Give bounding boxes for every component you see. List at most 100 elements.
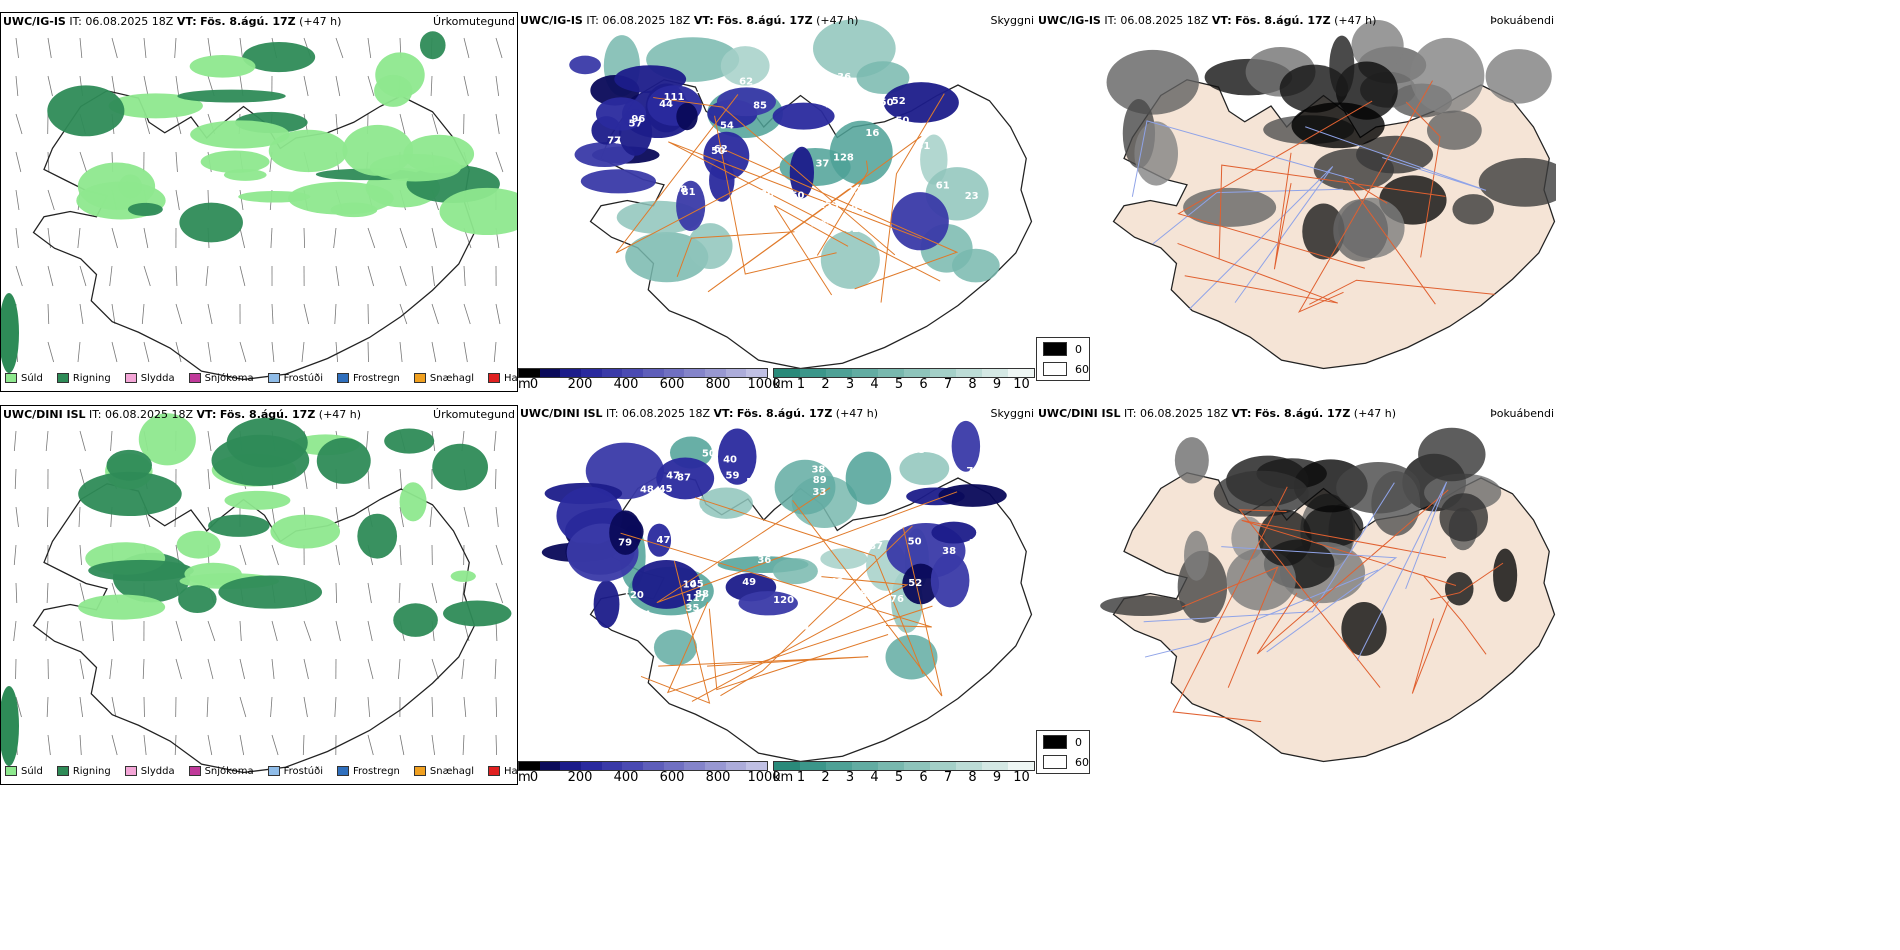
wind-barb (78, 506, 81, 528)
wind-barb (495, 696, 498, 718)
field-patch (1341, 602, 1387, 656)
wind-barb (462, 582, 465, 604)
wind-barb (463, 341, 468, 363)
field-patch (716, 87, 777, 117)
road-line (816, 160, 869, 256)
precip-map (1, 413, 512, 774)
road-line (1297, 80, 1433, 313)
fog-legend-item: 60 (1043, 755, 1089, 769)
wind-barb (495, 620, 498, 642)
wind-barb (334, 696, 337, 718)
wind-barb (15, 582, 18, 604)
wind-barb (47, 189, 55, 211)
field-patch (218, 575, 323, 609)
fog-legend-swatch (1043, 755, 1067, 769)
cloud-base-label: 153 (818, 200, 839, 211)
field-patch (223, 168, 267, 181)
cloud-base-label: 42 (830, 577, 844, 588)
legend-item: Snæhagl (413, 373, 474, 384)
cloud-base-label: 120 (773, 595, 794, 606)
field-patch (647, 523, 672, 557)
cloud-base-label: 42 (973, 557, 987, 568)
wind-barb (335, 506, 340, 528)
wind-barb (239, 265, 246, 287)
wind-barb (431, 113, 439, 135)
wind-barb (303, 303, 310, 325)
wind-barb (495, 582, 504, 604)
legend-label: Haglél (504, 765, 518, 777)
wind-barb (111, 227, 118, 249)
legend-label: Frostúði (283, 765, 323, 777)
cloud-base-label: 52 (908, 578, 922, 589)
road-line (668, 141, 941, 282)
road-line (708, 608, 889, 691)
fog-legend-item: 0 (1043, 735, 1082, 749)
cloud-base-label: 47 (666, 471, 680, 482)
fog-map (1106, 19, 1556, 370)
cloud-base-label: 34 (969, 538, 983, 549)
colorbar-step (746, 762, 768, 770)
river-line (1152, 188, 1343, 245)
fog-map (1100, 427, 1556, 763)
wind-barb (335, 37, 344, 59)
visibility-tick: 6 (919, 770, 928, 785)
panel-title: UWC/DINI ISL IT: 06.08.2025 18Z VT: Fös.… (520, 407, 878, 420)
wind-barb (174, 506, 177, 528)
colorbar-step (982, 762, 1008, 770)
wind-barb (79, 544, 82, 566)
legend-label: Snæhagl (429, 765, 475, 777)
road-line (880, 93, 945, 303)
wind-barb (367, 582, 372, 604)
road-line (640, 560, 711, 704)
visibility-unit: km (773, 377, 794, 392)
wind-barb (175, 265, 178, 287)
model-name: UWC/DINI ISL (520, 407, 603, 420)
wind-barb (301, 341, 305, 363)
cloud-base-label: 38 (845, 102, 859, 113)
road-line (1256, 489, 1449, 655)
wind-barb (15, 113, 23, 135)
visibility-tick: 5 (894, 377, 904, 392)
ceiling-tick: 800 (705, 377, 731, 392)
fog-legend-swatch (1043, 342, 1067, 356)
panel-title: UWC/DINI ISL IT: 06.08.2025 18Z VT: Fös.… (1038, 407, 1396, 420)
colorbar-step (746, 369, 768, 377)
wind-barb (303, 620, 312, 642)
cloud-base-label: 10 (683, 580, 697, 591)
cloud-base-label: 36 (837, 72, 851, 83)
colorbar-step (663, 369, 685, 377)
wind-barb (205, 265, 209, 287)
field-patch (1184, 530, 1209, 581)
wind-barb (270, 696, 273, 718)
colorbar-step (904, 369, 930, 377)
vt-label: VT: (693, 14, 714, 27)
field-patch (450, 570, 476, 582)
colorbar-step (725, 369, 747, 377)
cloud-base-label: 85 (753, 100, 767, 111)
wind-barb (15, 506, 19, 528)
wind-barb (175, 151, 178, 173)
panel-name: Úrkomutegund (433, 15, 515, 28)
legend-label: Frostúði (283, 372, 323, 384)
field-patch (1426, 110, 1482, 150)
road-line (1423, 575, 1487, 655)
road-line (1172, 486, 1288, 723)
lead-time: (+47 h) (318, 408, 362, 421)
wind-barb (175, 189, 180, 211)
ceiling-unit: m (518, 377, 531, 392)
cloud-base-label: 96 (631, 114, 645, 125)
cloud-base-label: 16 (865, 128, 879, 139)
colorbar-step (800, 369, 826, 377)
cloud-base-label: 50 (711, 146, 725, 157)
road-line (1177, 242, 1338, 304)
wind-barb (111, 341, 118, 363)
cloud-base-label: 49 (742, 577, 756, 588)
field-patch (88, 559, 194, 582)
legend-label: Súld (21, 765, 43, 777)
legend-swatch (56, 766, 69, 776)
fog-legend-swatch (1043, 735, 1067, 749)
valid-time: Fös. 8.ágú. 17Z (1235, 14, 1331, 27)
cloud-base-label: 128 (833, 152, 854, 163)
field-patch (687, 223, 733, 270)
